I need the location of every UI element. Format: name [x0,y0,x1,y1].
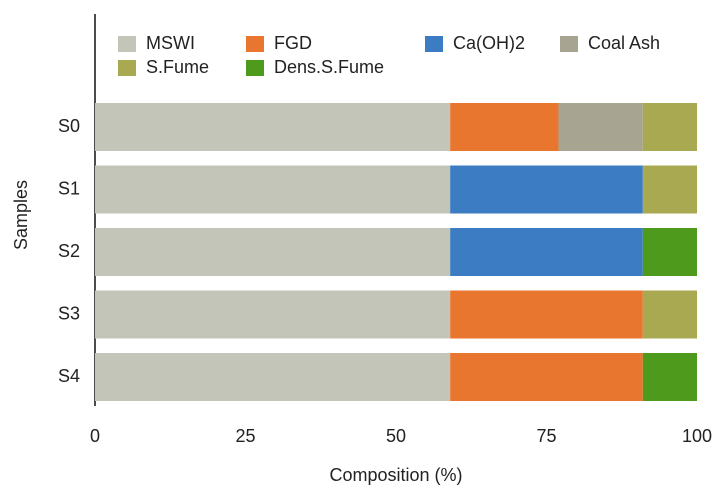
y-tick-label: S0 [58,116,80,136]
legend-swatch [118,36,136,52]
x-tick-label: 50 [386,426,406,446]
bar-segment [95,103,451,151]
bar-segment [450,103,559,151]
legend-swatch [425,36,443,52]
bar-segment [450,290,643,339]
legend-swatch [246,60,264,76]
legend-swatch [560,36,578,52]
x-tick-label: 100 [682,426,712,446]
bar-segment [450,165,643,214]
legend-swatch [246,36,264,52]
legend-label: Dens.S.Fume [274,57,384,77]
x-tick-label: 0 [90,426,100,446]
y-axis-title: Samples [11,180,31,250]
bar-segment [642,165,697,214]
bar-segment [558,103,643,151]
bar-segment [642,103,697,151]
y-tick-label: S4 [58,366,80,386]
x-tick-label: 25 [235,426,255,446]
bar-segment [95,228,451,276]
legend-swatch [118,60,136,76]
bar-segment [95,165,451,214]
legend-label: Ca(OH)2 [453,33,525,53]
legend-label: FGD [274,33,312,53]
bar-segment [642,353,697,401]
y-tick-label: S1 [58,178,80,198]
bar-segment [95,353,451,401]
x-axis-title: Composition (%) [329,465,462,485]
x-tick-label: 75 [536,426,556,446]
y-tick-label: S2 [58,241,80,261]
bar-segment [642,290,697,339]
legend-label: S.Fume [146,57,209,77]
bar-segment [95,290,451,339]
bar-segment [450,353,643,401]
legend-label: MSWI [146,33,195,53]
bar-segment [450,228,643,276]
legend-label: Coal Ash [588,33,660,53]
y-tick-label: S3 [58,303,80,323]
bar-segment [642,228,697,276]
